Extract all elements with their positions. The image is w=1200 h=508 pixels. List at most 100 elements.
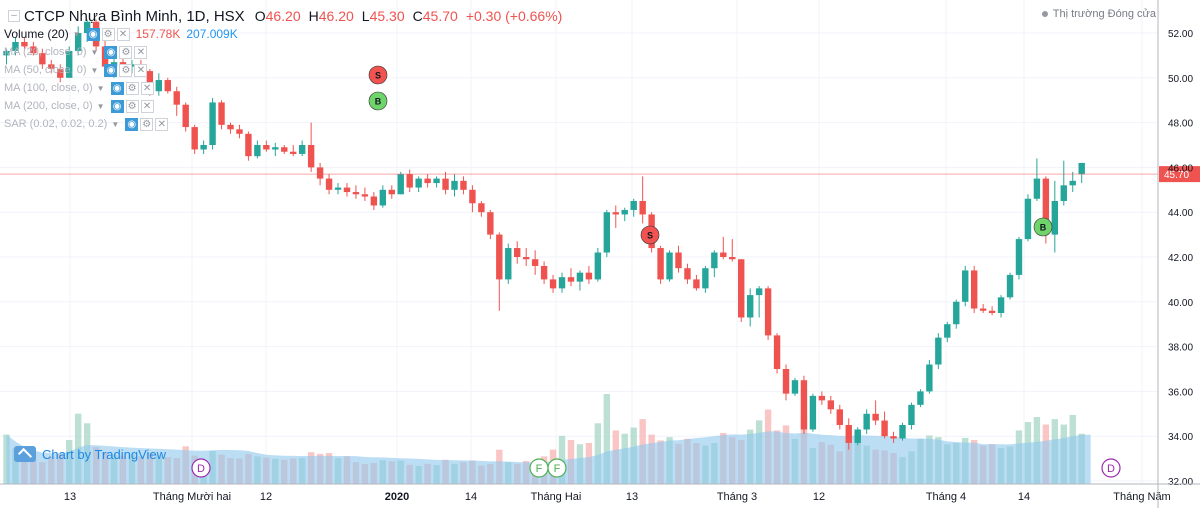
candle-body bbox=[487, 212, 494, 235]
candle-body bbox=[970, 270, 978, 309]
indicator-sar[interactable]: SAR (0.02, 0.02, 0.2) ▼ ◉ ⚙ ✕ bbox=[4, 116, 169, 132]
candle-body bbox=[21, 41, 28, 47]
settings-icon[interactable]: ⚙ bbox=[140, 117, 154, 131]
volume-bar bbox=[603, 394, 611, 484]
event-label: F bbox=[554, 463, 561, 475]
volume-bars bbox=[3, 394, 1091, 484]
candle-body bbox=[773, 335, 781, 369]
close-icon[interactable]: ✕ bbox=[155, 117, 169, 131]
indicator-ma100[interactable]: MA (100, close, 0) ▼ ◉ ⚙ ✕ bbox=[4, 80, 154, 96]
status-dot-icon bbox=[1041, 11, 1048, 18]
candle-body bbox=[290, 151, 297, 154]
chart-header: – CTCP Nhựa Bình Minh, 1D, HSX O46.20 H4… bbox=[6, 6, 570, 26]
chevron-down-icon[interactable]: ▼ bbox=[90, 47, 99, 57]
settings-icon[interactable]: ⚙ bbox=[125, 81, 139, 95]
candle-body bbox=[872, 413, 879, 421]
candle-body bbox=[218, 102, 225, 125]
eye-icon[interactable]: ◉ bbox=[125, 117, 139, 131]
candle-body bbox=[298, 145, 306, 154]
indicator-ma200[interactable]: MA (200, close, 0) ▼ ◉ ⚙ ✕ bbox=[4, 98, 154, 114]
candle-body bbox=[612, 212, 619, 215]
indicator-ma50[interactable]: MA (50, close, 0) ▼ ◉ ⚙ ✕ bbox=[4, 62, 148, 78]
settings-icon[interactable]: ⚙ bbox=[119, 63, 133, 77]
x-tick-label: 14 bbox=[1018, 491, 1030, 503]
chevron-down-icon[interactable]: ▼ bbox=[90, 65, 99, 75]
candle-body bbox=[926, 364, 933, 392]
settings-icon[interactable]: ⚙ bbox=[119, 45, 133, 59]
candle-body bbox=[57, 68, 64, 78]
candle-body bbox=[334, 187, 342, 190]
candle-body bbox=[675, 252, 682, 269]
collapse-icon[interactable]: – bbox=[8, 10, 20, 22]
settings-icon[interactable]: ⚙ bbox=[125, 99, 139, 113]
candle-body bbox=[325, 178, 333, 190]
candle-body bbox=[1015, 239, 1023, 275]
candle-body bbox=[74, 33, 82, 51]
chevron-down-icon[interactable]: ▼ bbox=[111, 119, 120, 129]
candle-body bbox=[254, 145, 261, 157]
candle-body bbox=[3, 50, 10, 56]
close-icon[interactable]: ✕ bbox=[140, 81, 154, 95]
close-icon[interactable]: ✕ bbox=[140, 99, 154, 113]
candle-body bbox=[397, 174, 404, 195]
y-tick-label: 34.00 bbox=[1168, 432, 1193, 443]
eye-icon[interactable]: ◉ bbox=[110, 99, 124, 113]
eye-icon[interactable]: ◉ bbox=[110, 81, 124, 95]
candle-body bbox=[1051, 201, 1059, 235]
x-tick-label: Tháng 4 bbox=[926, 491, 966, 503]
candle-body bbox=[630, 201, 637, 210]
volume-value: 157.78K bbox=[135, 27, 181, 41]
candle-body bbox=[890, 436, 897, 439]
candle-body bbox=[146, 71, 154, 92]
candle-body bbox=[603, 212, 611, 253]
candle-body bbox=[854, 429, 861, 443]
candle-body bbox=[836, 409, 843, 425]
eye-icon[interactable]: ◉ bbox=[104, 63, 118, 77]
eye-icon[interactable]: ◉ bbox=[104, 45, 118, 59]
chevron-down-icon[interactable]: ▼ bbox=[96, 83, 105, 93]
settings-icon[interactable]: ⚙ bbox=[101, 27, 115, 41]
candle-body bbox=[39, 53, 46, 65]
candle-body bbox=[496, 234, 503, 280]
event-label: D bbox=[197, 463, 205, 475]
last-price-badge bbox=[1159, 166, 1200, 183]
y-tick-label: 36.00 bbox=[1168, 387, 1193, 398]
candle-body bbox=[1078, 162, 1085, 175]
candle-body bbox=[997, 297, 1005, 313]
sell-signal-marker bbox=[368, 65, 388, 85]
y-tick-label: 52.00 bbox=[1168, 29, 1193, 40]
candle-body bbox=[406, 174, 413, 188]
tradingview-logo[interactable]: Chart by TradingView bbox=[14, 446, 166, 462]
chart-grid bbox=[0, 0, 1158, 484]
close-icon[interactable]: ✕ bbox=[134, 45, 148, 59]
candle-body bbox=[585, 272, 593, 280]
candle-body bbox=[478, 203, 485, 213]
candle-body bbox=[191, 127, 198, 150]
candle-body bbox=[881, 420, 888, 437]
close-icon[interactable]: ✕ bbox=[134, 63, 148, 77]
indicator-ma20[interactable]: MA (20, close, 0) ▼ ◉ ⚙ ✕ bbox=[4, 44, 148, 60]
symbol-title[interactable]: CTCP Nhựa Bình Minh, 1D, HSX bbox=[24, 7, 245, 25]
eye-icon[interactable]: ◉ bbox=[86, 27, 100, 41]
event-marker bbox=[191, 458, 211, 478]
close-icon[interactable]: ✕ bbox=[116, 27, 130, 41]
volume-ma-value: 207.009K bbox=[186, 27, 238, 41]
candle-body bbox=[236, 129, 243, 134]
last-price-label: 45.70 bbox=[1164, 170, 1189, 181]
candle-body bbox=[1024, 198, 1032, 240]
indicator-volume[interactable]: Volume (20) ▼ ◉ ⚙ ✕ 157.78K 207.009K bbox=[4, 27, 238, 41]
candle-body bbox=[666, 252, 673, 280]
y-tick-label: 32.00 bbox=[1168, 477, 1193, 488]
chevron-down-icon[interactable]: ▼ bbox=[96, 101, 105, 111]
chevron-down-icon[interactable]: ▼ bbox=[72, 29, 81, 39]
chart-markers: 45.70 S B S B D F F D bbox=[0, 65, 1200, 478]
candle-body bbox=[522, 257, 530, 260]
candle-body bbox=[720, 252, 727, 257]
candle-body bbox=[514, 248, 521, 257]
candle-body bbox=[908, 404, 915, 425]
candle-body bbox=[343, 187, 351, 193]
y-tick-label: 44.00 bbox=[1168, 208, 1193, 219]
candle-body bbox=[30, 46, 37, 54]
candle-body bbox=[173, 91, 180, 105]
